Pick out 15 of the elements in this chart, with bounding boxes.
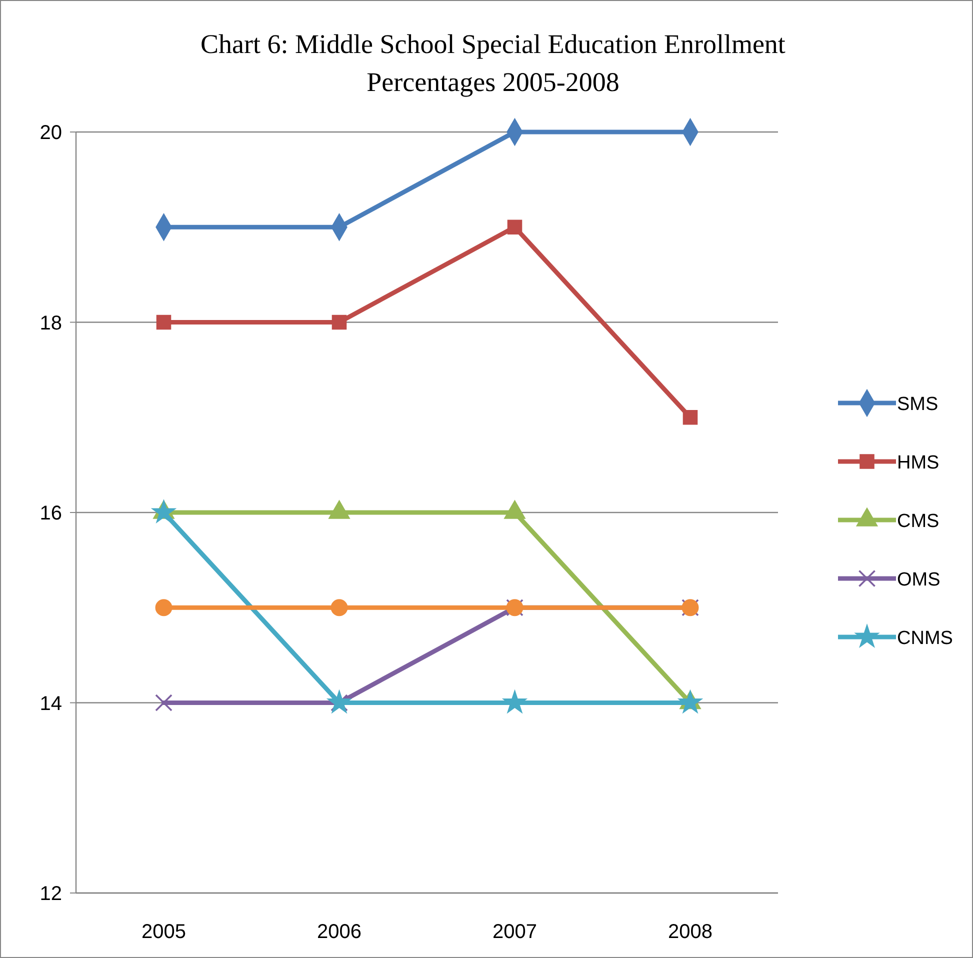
y-tick-label: 16 — [40, 502, 62, 524]
y-tick-label: 20 — [40, 122, 62, 144]
legend-label: CNMS — [897, 628, 953, 649]
legend-label: HMS — [897, 452, 940, 474]
legend-label: CMS — [897, 511, 940, 532]
x-tick-label: 2007 — [492, 921, 537, 943]
x-tick-label: 2008 — [668, 921, 712, 943]
x-tick-label: 2006 — [317, 921, 362, 943]
x-tick-label: 2005 — [142, 921, 186, 943]
legend-label: SMS — [897, 394, 938, 415]
chart-title: Chart 6: Middle School Special Education Enrollment Percentages 2005-2008 — [200, 29, 786, 97]
y-tick-label: 14 — [40, 692, 62, 715]
y-tick-label: 12 — [40, 883, 62, 905]
y-tick-label: 18 — [40, 312, 62, 334]
legend-label: OMS — [897, 570, 940, 590]
